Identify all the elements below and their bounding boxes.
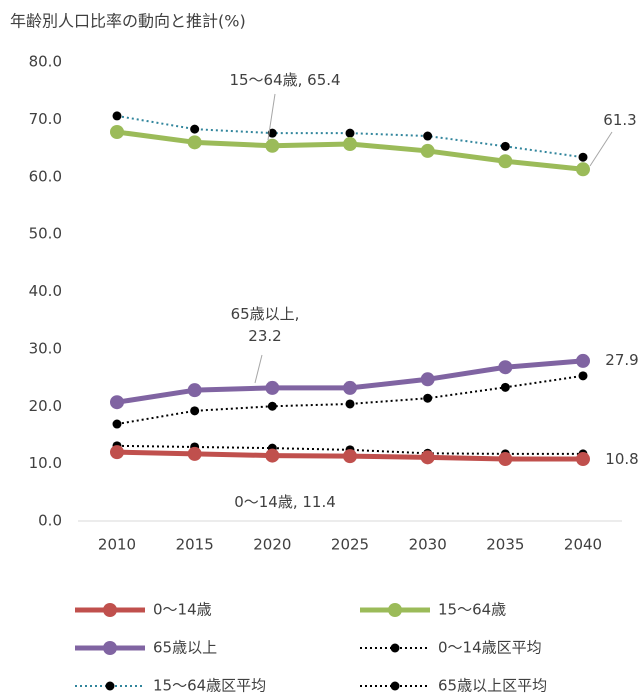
data-point xyxy=(498,452,513,467)
x-tick-label: 2030 xyxy=(409,536,447,554)
data-point xyxy=(110,124,124,139)
data-point xyxy=(267,401,277,411)
chart-title: 年齢別人口比率の動向と推計(%) xyxy=(10,12,246,31)
data-label: 10.8 xyxy=(605,450,639,468)
data-label-text: 65歳以上, 23.2 xyxy=(230,305,300,345)
data-label: 61.3 xyxy=(603,111,637,129)
y-tick-label: 0.0 xyxy=(38,512,62,530)
data-point xyxy=(423,393,433,403)
legend-label: 15〜64歳 xyxy=(438,601,506,619)
data-point xyxy=(112,111,122,121)
legend-marker xyxy=(103,641,117,655)
data-label-text: 15〜64歳, 65.4 xyxy=(229,71,341,89)
y-tick-label: 60.0 xyxy=(29,167,62,185)
x-tick-label: 2025 xyxy=(331,536,369,554)
data-point xyxy=(190,124,200,134)
legend-label: 65歳以上 xyxy=(153,639,217,657)
data-point xyxy=(420,450,435,465)
data-point xyxy=(265,380,280,395)
y-tick-label: 10.0 xyxy=(29,454,62,472)
data-point xyxy=(343,380,357,395)
data-point xyxy=(110,445,124,460)
data-point xyxy=(345,128,355,138)
x-tick-label: 2015 xyxy=(176,536,214,554)
x-tick-label: 2020 xyxy=(253,536,291,554)
y-tick-label: 50.0 xyxy=(29,225,62,243)
legend-label: 0〜14歳区平均 xyxy=(438,639,542,657)
x-tick-label: 2010 xyxy=(98,536,136,554)
data-point xyxy=(265,448,280,463)
legend-label: 65歳以上区平均 xyxy=(438,677,547,695)
data-label: 0〜14歳, 11.4 xyxy=(234,493,336,511)
data-point xyxy=(187,383,202,398)
data-point xyxy=(498,360,513,375)
data-label-text: 61.3 xyxy=(603,111,637,129)
data-label: 15〜64歳, 65.4 xyxy=(229,71,341,89)
legend-marker xyxy=(388,603,402,617)
data-point xyxy=(343,449,357,464)
data-point xyxy=(498,154,513,169)
y-tick-label: 70.0 xyxy=(29,110,62,128)
data-point xyxy=(343,137,357,152)
data-label-text: 0〜14歳, 11.4 xyxy=(234,493,336,511)
data-point xyxy=(187,446,202,461)
data-point xyxy=(420,143,435,158)
data-point xyxy=(420,372,435,387)
data-point xyxy=(265,138,280,153)
data-label-text: 10.8 xyxy=(605,450,639,468)
data-point xyxy=(190,406,200,416)
data-point xyxy=(576,162,590,177)
data-point xyxy=(576,353,590,368)
data-point xyxy=(500,141,510,151)
data-point xyxy=(187,135,202,150)
legend-marker xyxy=(103,603,117,617)
leader-line xyxy=(589,131,613,167)
y-tick-label: 30.0 xyxy=(29,339,62,357)
y-tick-label: 80.0 xyxy=(29,53,62,71)
data-point xyxy=(345,399,355,409)
x-tick-label: 2040 xyxy=(564,536,602,554)
legend-marker xyxy=(105,681,115,691)
data-point xyxy=(576,452,590,467)
legend-marker xyxy=(390,643,400,653)
legend-marker xyxy=(390,681,400,691)
leader-line xyxy=(254,354,263,384)
y-tick-label: 40.0 xyxy=(29,282,62,300)
data-point xyxy=(112,419,122,429)
data-label: 27.9 xyxy=(605,351,639,369)
data-point xyxy=(267,128,277,138)
data-label: 65歳以上, 23.2 xyxy=(230,305,300,345)
x-tick-label: 2035 xyxy=(486,536,524,554)
data-point xyxy=(423,131,433,141)
data-point xyxy=(500,382,510,392)
legend-label: 0〜14歳 xyxy=(153,601,212,619)
y-tick-label: 20.0 xyxy=(29,397,62,415)
leader-line xyxy=(267,93,276,141)
data-point xyxy=(110,395,124,410)
data-point xyxy=(578,152,588,162)
legend-label: 15〜64歳区平均 xyxy=(153,677,266,695)
data-label-text: 27.9 xyxy=(605,351,639,369)
data-point xyxy=(578,371,588,381)
